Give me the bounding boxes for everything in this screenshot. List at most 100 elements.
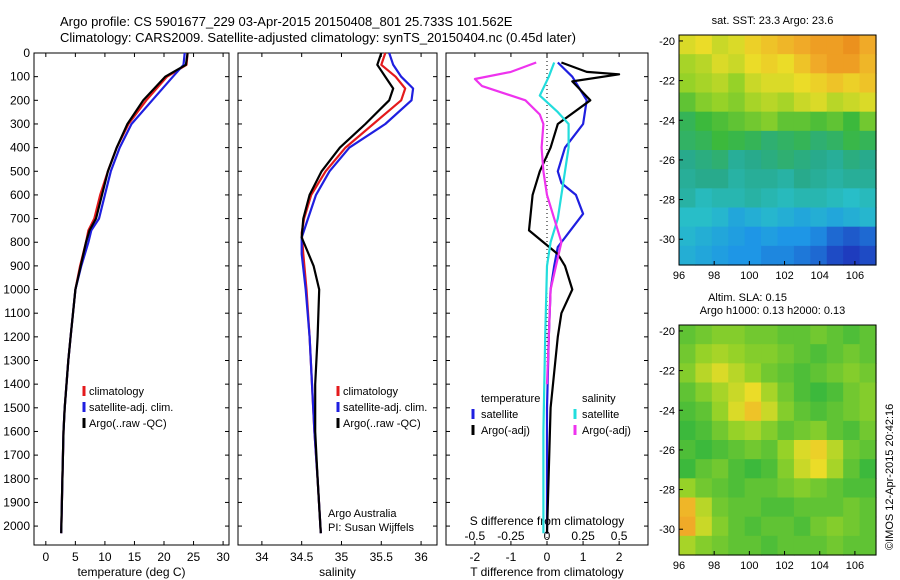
heatmap-cell <box>711 325 729 345</box>
y-tick-label: 1300 <box>3 354 30 368</box>
temperature-panel: 0100200300400500600700800900100011001200… <box>3 46 230 579</box>
heatmap-cell <box>859 440 877 460</box>
s-diff-tick-label: 0 <box>544 529 551 543</box>
heatmap-cell <box>711 111 729 132</box>
y-tick-label: 800 <box>10 235 30 249</box>
y-tick-label: 200 <box>10 93 30 107</box>
heatmap-cell <box>679 325 697 345</box>
heatmap-cell <box>711 363 729 384</box>
heatmap-cell <box>761 497 779 518</box>
heatmap-cell <box>711 92 729 113</box>
heatmap-cell <box>859 73 877 94</box>
heatmap-cell <box>744 245 762 266</box>
map-title-line-2: Argo h1000: 0.13 h2000: 0.13 <box>700 305 846 317</box>
heatmap-cell <box>859 150 877 170</box>
heatmap-cell <box>761 401 779 422</box>
heatmap-cell <box>859 245 877 266</box>
y-tick-label: 1700 <box>3 448 30 462</box>
heatmap-cell <box>826 535 844 556</box>
heatmap-cell <box>695 188 713 209</box>
heatmap-cell <box>843 245 861 266</box>
map-title-line-1: Altim. SLA: 0.15 <box>708 292 787 304</box>
heatmap-cell <box>679 150 697 170</box>
heatmap-cell <box>728 150 746 170</box>
heatmap-cell <box>793 478 811 499</box>
title-line-2: Climatology: CARS2009. Satellite-adjuste… <box>60 30 576 45</box>
heatmap-cell <box>761 111 779 132</box>
y-tick-label: 1000 <box>3 283 30 297</box>
heatmap-cell <box>826 73 844 94</box>
heatmap-cell <box>728 401 746 422</box>
heatmap-cell <box>843 478 861 499</box>
heatmap-cell <box>859 459 877 479</box>
x-tick-label: 102 <box>775 560 793 572</box>
heatmap-cell <box>777 344 795 364</box>
heatmap-cell <box>793 363 811 384</box>
heatmap-cell <box>744 497 762 518</box>
y-tick-label: 1400 <box>3 377 30 391</box>
heatmap-cell <box>744 363 762 384</box>
heatmap-cell <box>711 535 729 556</box>
x-tick-label: 35 <box>335 550 349 564</box>
heatmap-cell <box>826 420 844 441</box>
heatmap-cell <box>728 130 746 151</box>
heatmap-cell <box>761 226 779 247</box>
heatmap-cell <box>728 325 746 345</box>
heatmap-cell <box>810 73 828 94</box>
heatmap-cell <box>859 111 877 132</box>
y-tick-label: -26 <box>659 445 675 457</box>
heatmap-cell <box>810 54 828 74</box>
heatmap-cell <box>728 92 746 113</box>
heatmap-cell <box>744 188 762 209</box>
heatmap-cell <box>777 440 795 460</box>
y-tick-label: -20 <box>659 36 675 48</box>
y-tick-label: 700 <box>10 212 30 226</box>
heatmap-cell <box>728 440 746 460</box>
heatmap-cell <box>744 440 762 460</box>
series-line-argo-raw-qc- <box>60 52 189 534</box>
heatmap-cell <box>695 401 713 422</box>
x-axis-label: T difference from climatology <box>470 565 624 579</box>
heatmap-cell <box>711 344 729 364</box>
heatmap-cell <box>777 226 795 247</box>
heatmap-cell <box>793 207 811 228</box>
x-tick-label: 0 <box>544 550 551 564</box>
heatmap-cell <box>711 478 729 499</box>
heatmap-cell <box>793 130 811 151</box>
heatmap-cell <box>810 440 828 460</box>
heatmap-cell <box>728 420 746 441</box>
y-tick-label: 1500 <box>3 401 30 415</box>
heatmap-cell <box>843 497 861 518</box>
heatmap-cell <box>679 188 697 209</box>
heatmap-cell <box>843 382 861 403</box>
heatmap-cell <box>761 382 779 403</box>
heatmap-cell <box>793 73 811 94</box>
heatmap-cell <box>859 325 877 345</box>
heatmap-cell <box>793 169 811 189</box>
heatmap-cell <box>826 54 844 74</box>
x-tick-label: 98 <box>708 560 720 572</box>
heatmap-cell <box>826 382 844 403</box>
heatmap-cell <box>744 54 762 74</box>
y-tick-label: 900 <box>10 259 30 273</box>
heatmap-cell <box>777 92 795 113</box>
heatmap-cell <box>793 440 811 460</box>
heatmap-cell <box>810 188 828 209</box>
x-tick-label: 34.5 <box>290 550 314 564</box>
y-tick-label: 2000 <box>3 519 30 533</box>
y-tick-label: -22 <box>659 366 675 378</box>
heatmap-cell <box>826 363 844 384</box>
heatmap-cell <box>777 363 795 384</box>
heatmap-cell <box>777 73 795 94</box>
heatmap-cell <box>843 325 861 345</box>
heatmap-cell <box>744 420 762 441</box>
heatmap-cell <box>826 245 844 266</box>
x-tick-label: 96 <box>673 270 685 282</box>
s-diff-tick-label: 0.5 <box>611 529 628 543</box>
heatmap-cell <box>810 363 828 384</box>
heatmap-cell <box>761 92 779 113</box>
heatmap-cell <box>810 207 828 228</box>
heatmap-cell <box>711 150 729 170</box>
y-tick-label: -24 <box>659 405 675 417</box>
